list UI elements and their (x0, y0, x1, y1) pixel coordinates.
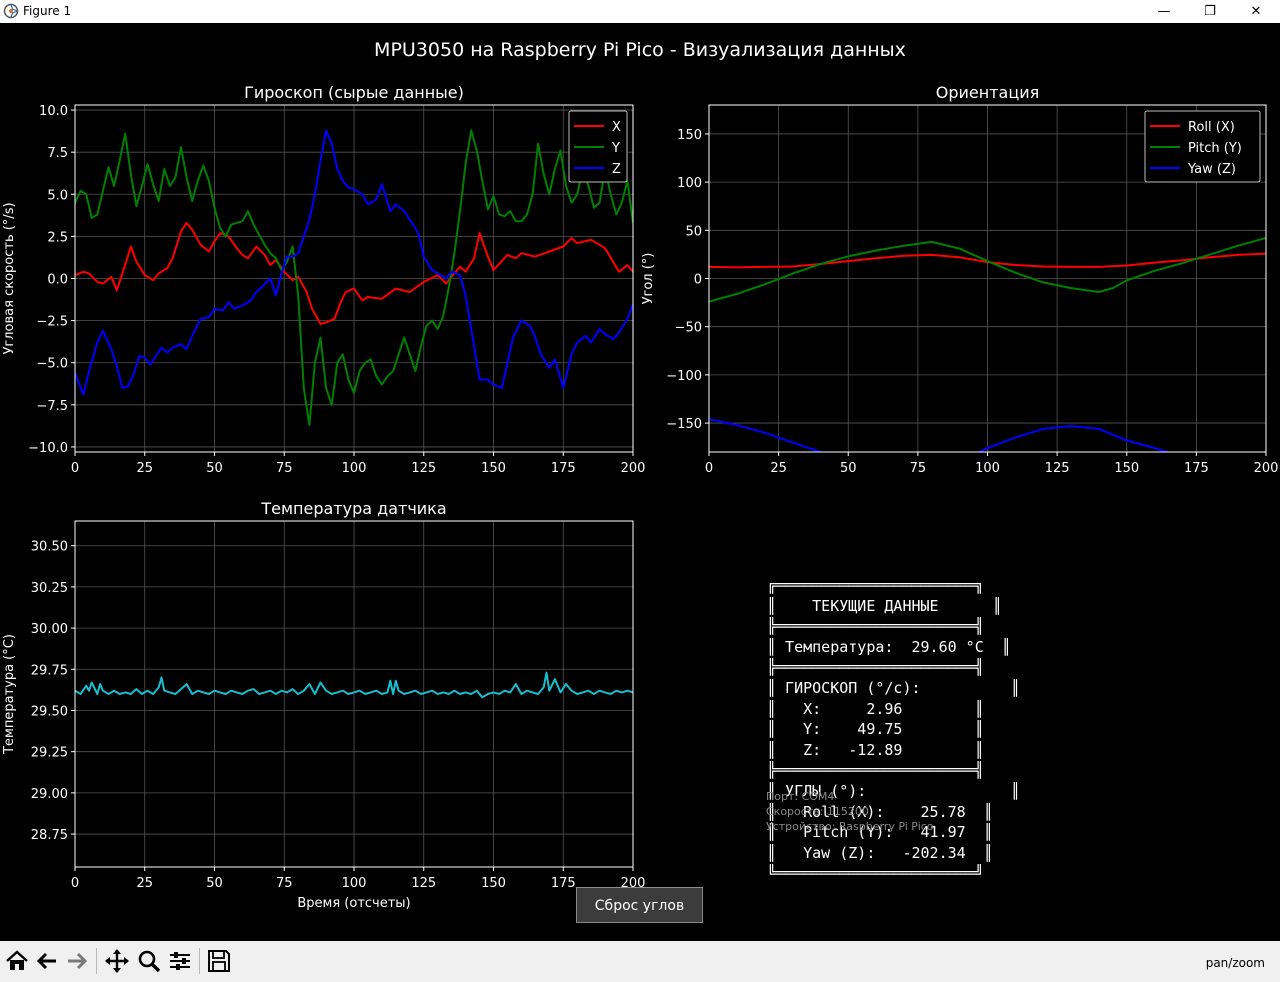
x-tick-label: 100 (342, 876, 367, 891)
move-icon[interactable] (103, 947, 131, 975)
configure-icon[interactable] (166, 947, 194, 975)
orientation-legend: Roll (X) Pitch (Y) Yaw (Z) (1144, 110, 1261, 183)
x-tick-label: 0 (71, 461, 79, 476)
x-tick-label: 175 (551, 876, 576, 891)
series-line-z (75, 129, 633, 396)
minimize-button[interactable]: — (1157, 4, 1171, 19)
y-tick-label: −100 (666, 369, 702, 384)
temperature-xlabel: Время (отсчеты) (297, 896, 410, 911)
x-tick-label: 0 (71, 876, 79, 891)
x-tick-label: 150 (481, 461, 506, 476)
x-tick-label: 200 (621, 461, 646, 476)
x-tick-label: 75 (276, 876, 293, 891)
y-tick-label: 30.25 (31, 581, 68, 596)
temperature-title: Температура датчика (260, 499, 446, 518)
figure-svg[interactable]: MPU3050 на Raspberry Pi Pico - Визуализа… (0, 23, 1280, 941)
series-line-pitch-y- (709, 237, 1266, 303)
series-line-y (75, 129, 633, 426)
y-tick-label: 0.0 (47, 273, 68, 288)
reset-angles-button[interactable]: Сброс углов (576, 887, 703, 923)
legend-label: X (612, 120, 621, 135)
y-tick-label: 28.75 (31, 828, 68, 843)
x-tick-label: 75 (276, 461, 293, 476)
legend-label: Pitch (Y) (1188, 141, 1242, 156)
x-tick-label: 25 (770, 461, 787, 476)
x-tick-label: 25 (136, 461, 153, 476)
x-tick-label: 50 (206, 461, 223, 476)
x-tick-label: 0 (705, 461, 713, 476)
temperature-chart[interactable]: 0 25 50 75 100 125 150 175 20028.7529.0029.2529.… (2, 499, 645, 911)
y-tick-label: 30.50 (31, 540, 68, 555)
y-tick-label: 0 (694, 273, 702, 288)
back-icon[interactable] (33, 947, 61, 975)
x-tick-label: 125 (411, 876, 436, 891)
series-line-yaw-z- (709, 418, 1171, 452)
legend-label: Yaw (Z) (1187, 162, 1236, 177)
gyro-ylabel: Угловая скорость (°/s) (2, 202, 17, 354)
y-tick-label: 50 (685, 224, 702, 239)
y-tick-label: 100 (677, 176, 702, 191)
x-tick-label: 175 (1184, 461, 1209, 476)
orientation-title: Ориентация (936, 83, 1040, 102)
y-tick-label: 30.00 (31, 622, 68, 637)
y-tick-label: 29.25 (31, 746, 68, 761)
x-tick-label: 100 (975, 461, 1000, 476)
legend-label: Roll (X) (1188, 120, 1235, 135)
toolbar-mode-label: pan/zoom (1205, 956, 1265, 970)
x-tick-label: 50 (840, 461, 857, 476)
gyro-legend: XYZ (568, 110, 628, 183)
x-tick-label: 200 (1254, 461, 1279, 476)
close-button[interactable]: ✕ (1250, 4, 1262, 19)
orientation-chart[interactable]: 0 25 50 75 100 125 150 175 200 −150 −100 −50 0 50 100 1… (641, 83, 1278, 481)
zoom-icon[interactable] (135, 947, 163, 975)
y-tick-label: −2.5 (36, 315, 68, 330)
y-tick-label: 29.50 (31, 704, 68, 719)
current-data-panel: ╔══════════════════════╗ ║ ТЕКУЩИЕ ДАННЫ… (767, 576, 1020, 883)
orientation-ylabel: Угол (°) (641, 253, 656, 305)
legend-frame (1144, 110, 1261, 183)
y-tick-label: −150 (666, 417, 702, 432)
window-title: Figure 1 (23, 4, 72, 18)
x-tick-label: 100 (342, 461, 367, 476)
x-tick-label: 75 (910, 461, 927, 476)
connection-info-text: Порт: COM4 Скорость: 115200 Устройство: … (766, 790, 934, 833)
x-tick-label: 175 (551, 461, 576, 476)
y-tick-label: 10.0 (39, 104, 68, 119)
maximize-button[interactable]: ❐ (1204, 4, 1216, 19)
x-tick-label: 125 (1045, 461, 1070, 476)
y-tick-label: 5.0 (47, 188, 68, 203)
y-tick-label: 29.75 (31, 663, 68, 678)
x-tick-label: 25 (136, 876, 153, 891)
figure-canvas[interactable]: MPU3050 на Raspberry Pi Pico - Визуализа… (0, 23, 1280, 941)
toolbar-separator (199, 948, 200, 974)
figure-suptitle: MPU3050 на Raspberry Pi Pico - Визуализа… (374, 39, 906, 61)
y-tick-label: 29.00 (31, 787, 68, 802)
series-line-x (75, 221, 633, 325)
x-tick-label: 150 (1114, 461, 1139, 476)
temperature-ylabel: Температура (°C) (2, 634, 17, 755)
y-tick-label: −5.0 (36, 357, 68, 372)
y-tick-label: −7.5 (36, 399, 68, 414)
x-tick-label: 150 (481, 876, 506, 891)
navigation-toolbar: pan/zoom (0, 941, 1280, 982)
forward-icon[interactable] (63, 947, 91, 975)
app-icon (3, 3, 19, 19)
gyro-title: Гироскоп (сырые данные) (244, 83, 464, 102)
y-tick-label: −50 (675, 321, 702, 336)
y-tick-label: 2.5 (47, 230, 68, 245)
series-line-temperature (75, 671, 633, 699)
window-titlebar: Figure 1 — ❐ ✕ (0, 0, 1280, 23)
x-tick-label: 125 (411, 461, 436, 476)
legend-label: Z (612, 162, 621, 177)
gyro-chart[interactable]: 0 25 50 75 100 125 150 175 200 −10.0 −7.5 −5.0 −2.5 0… (2, 83, 645, 476)
y-tick-label: −10.0 (28, 441, 68, 456)
home-icon[interactable] (3, 947, 31, 975)
save-icon[interactable] (205, 947, 233, 975)
x-tick-label: 50 (206, 876, 223, 891)
y-tick-label: 7.5 (47, 146, 68, 161)
y-tick-label: 150 (677, 128, 702, 143)
legend-label: Y (611, 141, 620, 156)
toolbar-separator (96, 948, 97, 974)
